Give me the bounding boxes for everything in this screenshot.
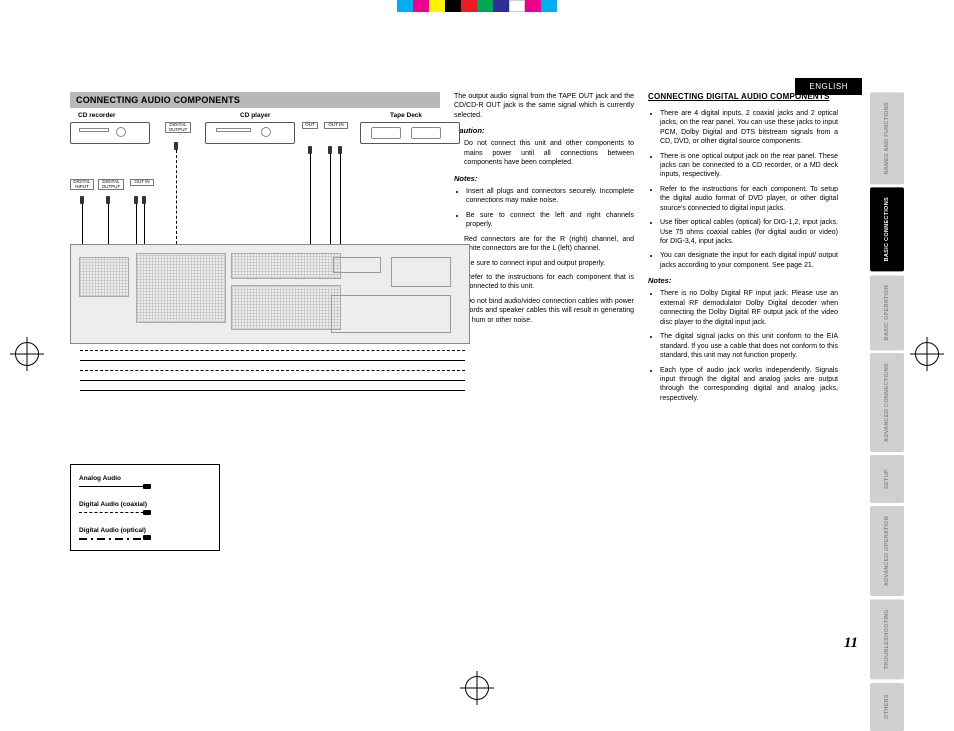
registration-mark-left (15, 342, 39, 366)
legend-coaxial: Digital Audio (coaxial) (79, 501, 211, 513)
middle-column: The output audio signal from the TAPE OU… (454, 92, 634, 551)
note-item: Each type of audio jack works independen… (660, 366, 838, 404)
bullet-item: Use fiber optical cables (optical) for D… (660, 218, 838, 246)
note-item: Be sure to connect input and output prop… (466, 259, 634, 268)
language-label: ENGLISH (795, 78, 862, 95)
caution-heading: Caution: (454, 126, 634, 136)
tab-advanced-operation[interactable]: ADVANCED OPERATION (870, 506, 904, 596)
note-item: Be sure to connect the left and right ch… (466, 211, 634, 230)
note-item: Refer to the instructions for each compo… (466, 273, 634, 292)
bullet-item: You can designate the input for each dig… (660, 251, 838, 270)
bullet-item: There are 4 digital inputs, 2 coaxial ja… (660, 109, 838, 147)
notes-list-1: Insert all plugs and connectors securely… (454, 187, 634, 230)
bullet-item: Refer to the instructions for each compo… (660, 185, 838, 213)
port-out-in-1: OUT IN (324, 122, 348, 129)
left-column: CONNECTING AUDIO COMPONENTS CD recorder … (70, 92, 440, 551)
port-out-in-2: OUT IN (130, 179, 154, 186)
port-digital-output-1: DIGITAL OUTPUT (165, 122, 191, 133)
port-digital-input: DIGITAL INPUT (70, 179, 94, 190)
digital-bullets: There are 4 digital inputs, 2 coaxial ja… (648, 109, 838, 271)
tab-troubleshooting[interactable]: TROUBLESHOOTING (870, 599, 904, 679)
registration-mark-bottom (465, 676, 489, 700)
tab-advanced-connections[interactable]: ADVANCED CONNECTIONS (870, 353, 904, 452)
page-number: 11 (844, 635, 858, 652)
bullet-item: There is one optical output jack on the … (660, 152, 838, 180)
section-tabs: NAMES AND FUNCTIONS BASIC CONNECTIONS BA… (870, 92, 904, 731)
note-item: Do not bind audio/video connection cable… (466, 297, 634, 325)
caution-text: Do not connect this unit and other compo… (454, 139, 634, 167)
connection-diagram: CD recorder DIGITAL OUTPUT CD player OUT… (70, 114, 440, 414)
device-tape-deck (360, 122, 460, 144)
tab-setup[interactable]: SETUP (870, 455, 904, 503)
note-item: Insert all plugs and connectors securely… (466, 187, 634, 206)
notes-heading-2: Notes: (648, 276, 838, 286)
manual-page: ENGLISH NAMES AND FUNCTIONS BASIC CONNEC… (70, 50, 904, 658)
note-item: There is no Dolby Digital RF input jack.… (660, 289, 838, 327)
notes-list-2: There is no Dolby Digital RF input jack.… (648, 289, 838, 403)
label-tape-deck: Tape Deck (390, 112, 422, 119)
intro-paragraph: The output audio signal from the TAPE OU… (454, 92, 634, 120)
port-out: OUT (302, 122, 318, 129)
tab-basic-operation[interactable]: BASIC OPERATION (870, 275, 904, 350)
heading-connecting-audio: CONNECTING AUDIO COMPONENTS (70, 92, 440, 108)
notes-heading-1: Notes: (454, 174, 634, 184)
tab-names-functions[interactable]: NAMES AND FUNCTIONS (870, 92, 904, 184)
notes-list-1b: Be sure to connect input and output prop… (454, 259, 634, 326)
note-item: The digital signal jacks on this unit co… (660, 332, 838, 360)
device-cd-recorder (70, 122, 150, 144)
color-calibration-bar (397, 0, 557, 12)
legend-optical: Digital Audio (optical) (79, 527, 211, 540)
registration-mark-right (915, 342, 939, 366)
receiver-rear-panel (70, 244, 470, 344)
page-content: CONNECTING AUDIO COMPONENTS CD recorder … (70, 50, 904, 551)
tab-basic-connections[interactable]: BASIC CONNECTIONS (870, 187, 904, 271)
device-cd-player (205, 122, 295, 144)
cable-legend: Analog Audio Digital Audio (coaxial) Dig… (70, 464, 220, 551)
note-extra: Red connectors are for the R (right) cha… (454, 235, 634, 254)
legend-analog: Analog Audio (79, 475, 211, 487)
port-digital-output-2: DIGITAL OUTPUT (98, 179, 124, 190)
label-cd-player: CD player (240, 112, 270, 119)
tab-others[interactable]: OTHERS (870, 683, 904, 731)
label-cd-recorder: CD recorder (78, 112, 116, 119)
right-column: CONNECTING DIGITAL AUDIO COMPONENTS Ther… (648, 92, 838, 551)
